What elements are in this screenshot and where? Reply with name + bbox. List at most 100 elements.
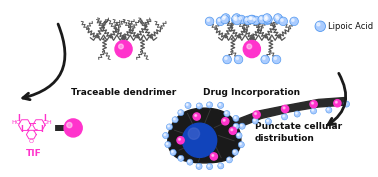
Circle shape: [172, 117, 178, 123]
Text: Lipoic Acid: Lipoic Acid: [328, 22, 373, 31]
Circle shape: [224, 111, 230, 117]
Circle shape: [281, 19, 283, 21]
Circle shape: [311, 102, 313, 104]
Circle shape: [222, 14, 230, 22]
Circle shape: [232, 149, 238, 155]
Circle shape: [165, 142, 171, 148]
Circle shape: [282, 105, 289, 113]
FancyArrowPatch shape: [328, 73, 346, 125]
Circle shape: [290, 17, 298, 26]
Circle shape: [195, 115, 197, 116]
Circle shape: [261, 55, 270, 64]
Circle shape: [238, 142, 244, 148]
Circle shape: [345, 102, 347, 104]
Text: I: I: [20, 125, 23, 134]
Circle shape: [243, 16, 252, 25]
Circle shape: [326, 107, 332, 113]
Text: Traceable dendrimer: Traceable dendrimer: [71, 88, 176, 97]
Circle shape: [274, 14, 282, 22]
Circle shape: [234, 150, 235, 152]
Circle shape: [119, 44, 123, 49]
Circle shape: [183, 123, 217, 157]
Circle shape: [188, 128, 200, 139]
Circle shape: [198, 104, 199, 106]
Circle shape: [344, 101, 350, 107]
Circle shape: [263, 57, 265, 59]
Circle shape: [260, 17, 262, 19]
Circle shape: [229, 127, 237, 134]
Circle shape: [247, 15, 256, 24]
Circle shape: [233, 17, 235, 19]
Circle shape: [179, 157, 181, 158]
Circle shape: [245, 18, 248, 21]
Circle shape: [335, 101, 337, 103]
Circle shape: [276, 16, 278, 18]
Text: I: I: [17, 114, 20, 123]
Circle shape: [294, 111, 300, 117]
Circle shape: [226, 157, 232, 163]
Circle shape: [267, 120, 268, 121]
Circle shape: [206, 102, 212, 108]
Circle shape: [265, 16, 267, 18]
Circle shape: [234, 125, 236, 126]
Circle shape: [250, 17, 252, 19]
Circle shape: [237, 15, 246, 24]
Text: Drug Incorporation: Drug Incorporation: [203, 88, 301, 97]
Circle shape: [315, 21, 325, 32]
Circle shape: [310, 101, 317, 108]
Circle shape: [283, 115, 285, 117]
Circle shape: [172, 151, 173, 152]
Circle shape: [234, 16, 237, 18]
Circle shape: [258, 15, 266, 24]
Text: HO: HO: [11, 120, 21, 125]
Text: TIF: TIF: [25, 149, 41, 158]
Circle shape: [283, 107, 285, 109]
Circle shape: [170, 149, 176, 155]
Text: O: O: [29, 139, 34, 144]
Circle shape: [197, 165, 199, 166]
Text: OH: OH: [43, 120, 53, 125]
Circle shape: [274, 57, 277, 59]
Circle shape: [237, 134, 239, 136]
Circle shape: [312, 109, 314, 111]
Circle shape: [64, 119, 82, 137]
Circle shape: [255, 113, 257, 115]
Circle shape: [231, 15, 240, 24]
Circle shape: [234, 55, 243, 64]
Circle shape: [212, 155, 214, 156]
Text: I: I: [40, 125, 43, 134]
Circle shape: [223, 55, 231, 64]
Circle shape: [228, 158, 229, 160]
Polygon shape: [168, 108, 241, 163]
Circle shape: [233, 115, 239, 121]
Circle shape: [265, 17, 268, 19]
Circle shape: [174, 118, 175, 120]
Circle shape: [178, 110, 184, 116]
Circle shape: [264, 18, 267, 21]
Circle shape: [222, 17, 225, 19]
Circle shape: [164, 134, 166, 136]
Circle shape: [240, 143, 241, 145]
Circle shape: [253, 111, 260, 118]
Circle shape: [196, 163, 202, 169]
Circle shape: [233, 123, 239, 129]
Circle shape: [219, 104, 221, 105]
Circle shape: [218, 163, 224, 169]
Circle shape: [317, 23, 320, 26]
Circle shape: [233, 16, 241, 25]
Circle shape: [282, 114, 288, 120]
Circle shape: [310, 108, 317, 114]
Circle shape: [207, 164, 213, 170]
Circle shape: [279, 17, 288, 26]
Circle shape: [186, 104, 188, 105]
Circle shape: [207, 19, 209, 21]
Circle shape: [168, 125, 169, 127]
Circle shape: [223, 119, 225, 121]
Circle shape: [251, 16, 260, 25]
Circle shape: [188, 160, 190, 162]
Circle shape: [236, 57, 239, 59]
Circle shape: [236, 133, 242, 139]
Circle shape: [166, 124, 172, 130]
Polygon shape: [235, 98, 345, 128]
Circle shape: [249, 17, 251, 19]
